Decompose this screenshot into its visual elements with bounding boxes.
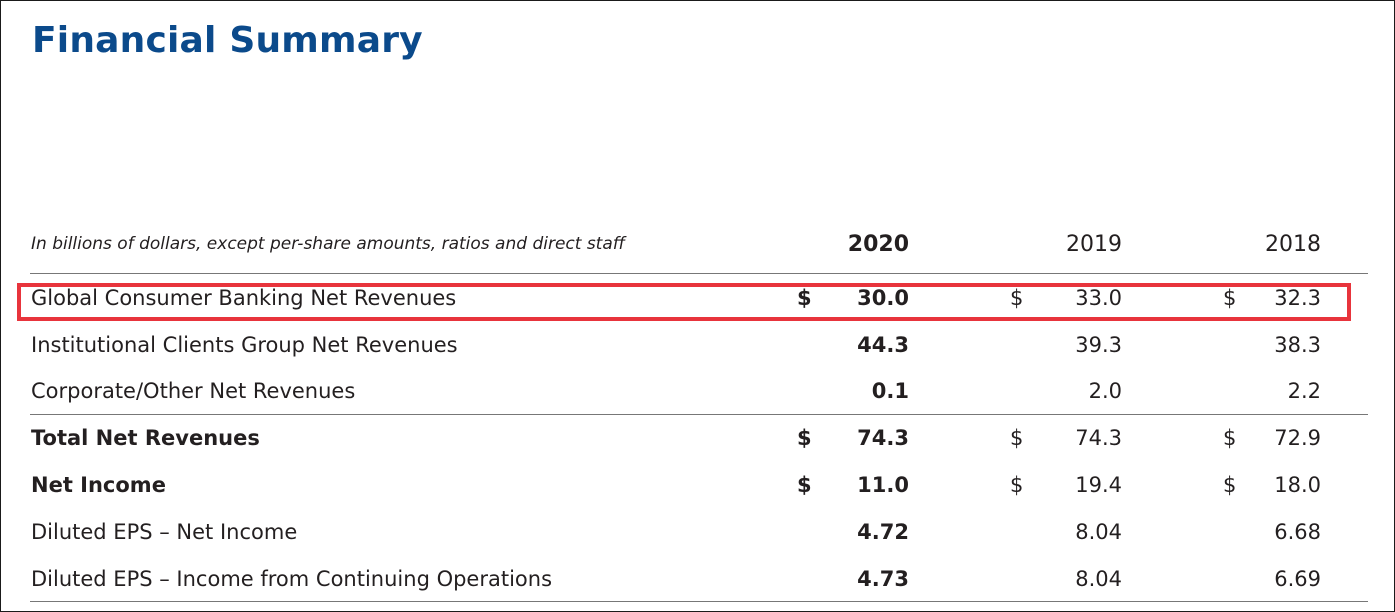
cell-value-2018: 32.3 [1274,286,1321,310]
cell-value-2019: 19.4 [1075,473,1122,497]
table-row: Global Consumer Banking Net Revenues $30.… [0,286,1395,318]
row-label: Institutional Clients Group Net Revenues [31,333,458,357]
row-label: Diluted EPS – Income from Continuing Ope… [31,567,553,591]
currency-symbol: $ [1010,426,1024,450]
cell-value-2018: 2.2 [1287,379,1321,403]
cell-value-2018: 38.3 [1274,333,1321,357]
table-row: Net Income $11.0 $19.4 $18.0 [0,473,1395,505]
row-label: Global Consumer Banking Net Revenues [31,286,457,310]
cell-value-2020: 4.73 [857,567,909,591]
currency-symbol: $ [797,286,812,310]
currency-symbol: $ [1223,473,1237,497]
cell-value-2020: 4.72 [857,520,909,544]
currency-symbol: $ [797,426,812,450]
cell-value-2019: 2.0 [1088,379,1122,403]
cell-value-2018: 72.9 [1274,426,1321,450]
table-row: Institutional Clients Group Net Revenues… [0,333,1395,365]
currency-symbol: $ [1223,426,1237,450]
cell-value-2019: 74.3 [1075,426,1122,450]
currency-symbol: $ [1223,286,1237,310]
bottom-rule [30,601,1368,602]
column-header-2020: 2020 [847,232,909,257]
cell-value-2020: 0.1 [871,379,909,403]
row-label: Corporate/Other Net Revenues [31,379,356,403]
page-title: Financial Summary [32,20,423,61]
table-row: Total Net Revenues $74.3 $74.3 $72.9 [0,426,1395,458]
currency-symbol: $ [1010,286,1024,310]
table-subtitle: In billions of dollars, except per-share… [31,234,626,254]
cell-value-2019: 8.04 [1075,520,1122,544]
row-label: Total Net Revenues [31,426,260,450]
cell-value-2019: 33.0 [1075,286,1122,310]
column-header-2019: 2019 [1066,232,1122,257]
row-label: Net Income [31,473,166,497]
row-highlight-box [17,283,1351,321]
cell-value-2020: 44.3 [857,333,909,357]
subtotal-rule [30,414,1368,415]
cell-value-2019: 39.3 [1075,333,1122,357]
cell-value-2019: 8.04 [1075,567,1122,591]
cell-value-2020: 11.0 [857,473,909,497]
table-row: Corporate/Other Net Revenues 0.1 2.0 2.2 [0,379,1395,411]
currency-symbol: $ [797,473,812,497]
table-row: Diluted EPS – Net Income 4.72 8.04 6.68 [0,520,1395,552]
currency-symbol: $ [1010,473,1024,497]
cell-value-2018: 18.0 [1274,473,1321,497]
cell-value-2020: 30.0 [857,286,909,310]
column-header-2018: 2018 [1265,232,1321,257]
cell-value-2018: 6.69 [1274,567,1321,591]
cell-value-2018: 6.68 [1274,520,1321,544]
cell-value-2020: 74.3 [857,426,909,450]
row-label: Diluted EPS – Net Income [31,520,298,544]
table-row: Diluted EPS – Income from Continuing Ope… [0,567,1395,599]
header-rule [30,273,1368,274]
